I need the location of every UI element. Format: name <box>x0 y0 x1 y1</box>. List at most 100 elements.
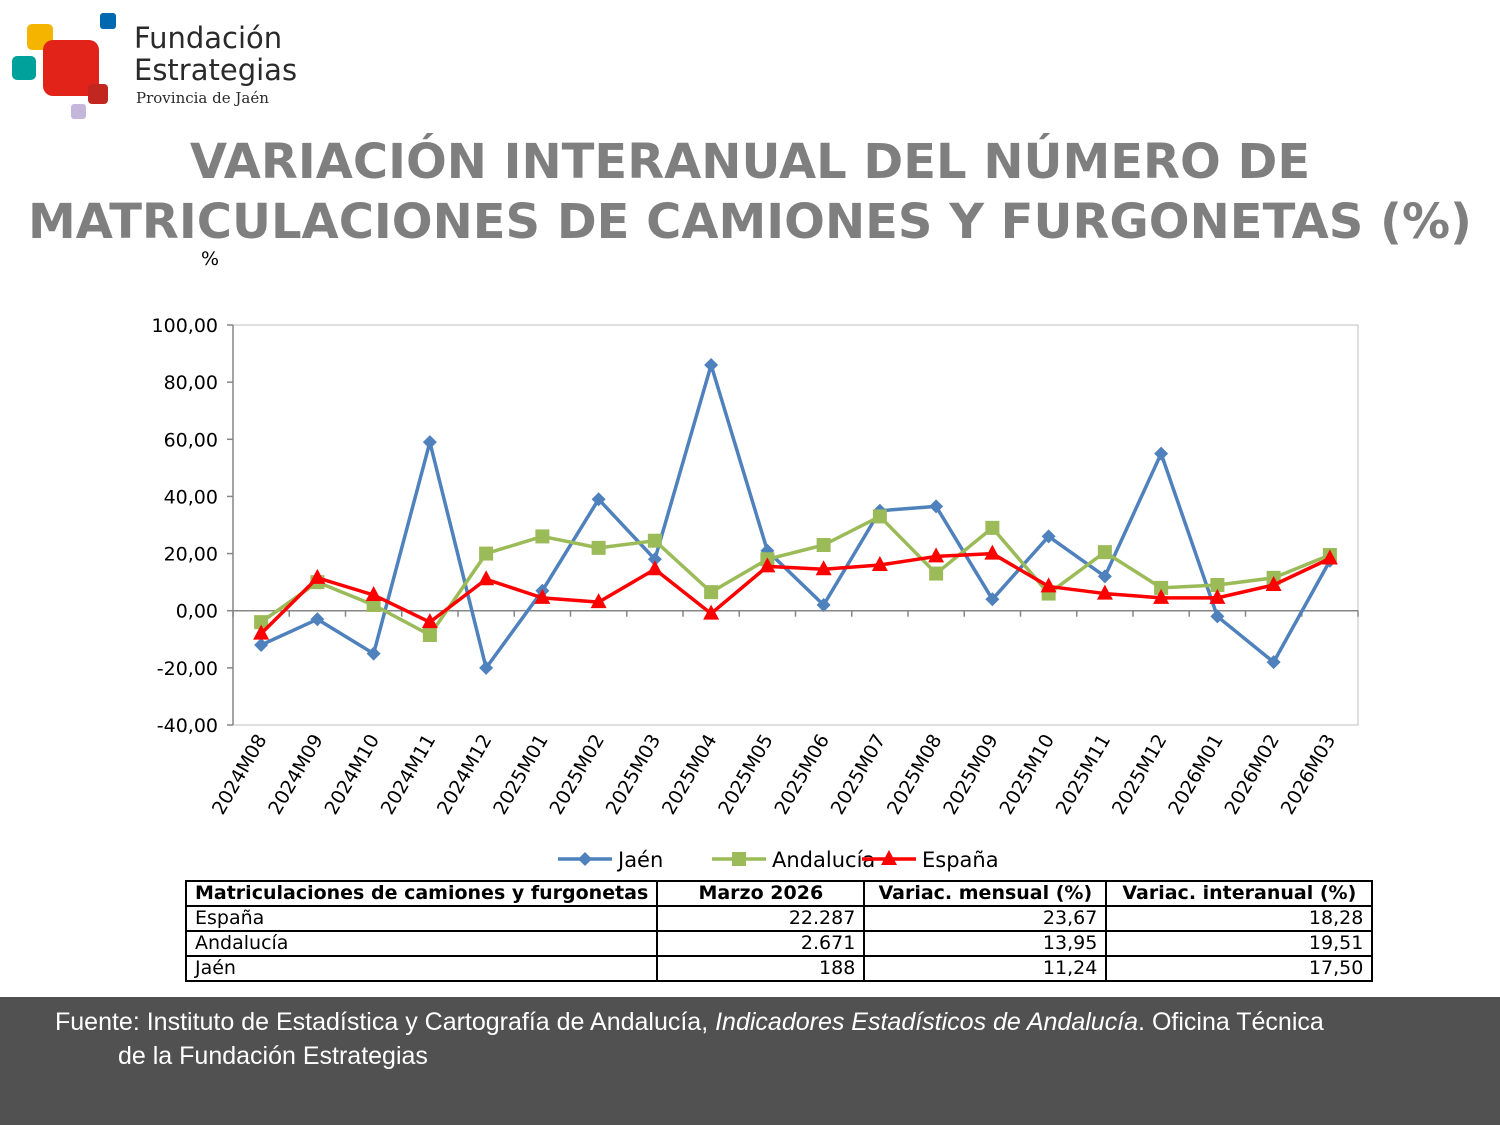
y-tick-label: 20,00 <box>164 544 218 566</box>
logo-subtitle: Provincia de Jaén <box>136 89 269 107</box>
table-cell-value: 2.671 <box>656 930 866 957</box>
logo-square-red <box>43 40 99 96</box>
plot-area <box>232 324 1359 726</box>
table-header-row: Matriculaciones de camiones y furgonetas… <box>184 880 1374 907</box>
logo-square-blue <box>100 13 116 29</box>
table-header-cell: Variac. interanual (%) <box>1105 880 1374 907</box>
data-point-triangle <box>1321 549 1338 565</box>
data-point-square <box>591 540 606 555</box>
x-tick-label: 2025M03 <box>602 731 666 819</box>
data-point-square <box>422 628 437 642</box>
x-tick-label: 2025M12 <box>1108 731 1172 819</box>
data-point-triangle <box>1265 576 1282 591</box>
data-point-triangle <box>759 557 776 573</box>
x-tick-label: 2025M08 <box>883 731 947 819</box>
data-point-diamond <box>1266 655 1281 670</box>
logo-square-darkred <box>88 84 108 104</box>
data-point-square <box>254 615 269 630</box>
y-tick-label: -40,00 <box>157 715 218 737</box>
footer-prefix: Fuente: Instituto de Estadística y Carto… <box>55 1008 716 1036</box>
data-point-triangle <box>815 560 832 576</box>
data-point-triangle <box>1096 584 1113 600</box>
y-axis-label: % <box>201 248 219 270</box>
table-row: Jaén 188 11,24 17,50 <box>184 955 1374 982</box>
data-point-square <box>535 529 550 544</box>
data-point-triangle <box>928 547 945 563</box>
table-header-cell: Matriculaciones de camiones y furgonetas <box>184 880 659 907</box>
page-title: VARIACIÓN INTERANUAL DEL NÚMERO DE MATRI… <box>0 132 1500 252</box>
data-point-triangle <box>871 556 888 571</box>
data-point-triangle <box>478 570 495 586</box>
x-tick-label: 2024M08 <box>208 731 272 819</box>
y-tick-label: 80,00 <box>164 372 218 394</box>
data-point-triangle <box>253 624 270 640</box>
data-point-triangle <box>365 586 382 601</box>
series-line-0 <box>260 363 1332 670</box>
data-point-triangle <box>1040 577 1057 593</box>
data-point-diamond <box>647 552 662 567</box>
data-point-triangle <box>646 560 663 576</box>
table-header-cell: Marzo 2026 <box>656 880 866 907</box>
data-point-diamond <box>1097 569 1112 584</box>
x-tick-label: 2024M10 <box>320 731 384 819</box>
x-tick-label: 2024M09 <box>264 731 328 819</box>
data-point-diamond <box>366 646 381 661</box>
data-point-triangle <box>421 613 438 629</box>
data-point-diamond <box>985 592 1000 607</box>
table-row: Andalucía 2.671 13,95 19,51 <box>184 930 1374 957</box>
data-point-diamond <box>479 660 494 675</box>
data-point-diamond <box>1210 609 1225 624</box>
table-cell-value: 22.287 <box>656 905 866 932</box>
data-point-square <box>1154 580 1169 595</box>
line-chart: 100,00 80,00 60,00 40,00 20,00 0,00 -20,00 -40,… <box>0 240 1500 880</box>
footer-italic: Indicadores Estadísticos de Andalucía <box>715 1008 1139 1036</box>
x-tick-label: 2025M05 <box>714 731 778 819</box>
table-cell-value: 188 <box>656 955 866 982</box>
legend-marker <box>578 852 592 866</box>
data-point-square <box>872 509 887 524</box>
table-cell-region: España <box>184 905 659 932</box>
table-cell-monthly: 23,67 <box>863 905 1108 932</box>
table-cell-annual: 19,51 <box>1105 930 1374 957</box>
x-tick-label: 2025M01 <box>489 731 553 819</box>
data-point-square <box>366 598 381 612</box>
data-point-diamond <box>591 492 606 507</box>
footer-line-1: Fuente: Instituto de Estadística y Carto… <box>55 1005 1324 1039</box>
x-tick-label: 2025M10 <box>995 731 1059 819</box>
table-cell-annual: 17,50 <box>1105 955 1374 982</box>
table-cell-monthly: 13,95 <box>863 930 1108 957</box>
x-tick-label: 2025M02 <box>545 731 609 819</box>
legend-label: Andalucía <box>772 848 875 872</box>
data-point-diamond <box>254 638 269 652</box>
legend-marker <box>881 850 897 865</box>
summary-table-container: Matriculaciones de camiones y furgonetas… <box>184 880 1374 982</box>
x-tick-label: 2025M04 <box>658 731 722 819</box>
table-cell-annual: 18,28 <box>1105 905 1374 932</box>
x-tick-label: 2024M11 <box>377 731 441 819</box>
x-tick-label: 2025M11 <box>1052 731 1116 819</box>
series-line-2 <box>259 551 1331 635</box>
table-row: España 22.287 23,67 18,28 <box>184 905 1374 932</box>
data-point-diamond <box>1041 529 1056 544</box>
y-tick-label: -20,00 <box>157 658 218 680</box>
data-point-triangle <box>309 568 326 584</box>
data-point-square <box>647 533 662 548</box>
data-point-triangle <box>590 593 607 609</box>
table-cell-region: Jaén <box>184 955 659 982</box>
y-tick-label: 40,00 <box>164 486 218 508</box>
footer-line-2: de la Fundación Estrategias <box>118 1042 428 1070</box>
data-point-square <box>1097 545 1112 560</box>
legend-label: España <box>922 848 999 872</box>
data-point-diamond <box>929 499 944 514</box>
table-cell-region: Andalucía <box>184 930 659 957</box>
logo: Fundación Estrategias Provincia de Jaén <box>8 10 328 122</box>
data-point-triangle <box>1153 588 1170 604</box>
data-point-triangle <box>534 588 551 604</box>
x-tick-label: 2025M07 <box>827 731 891 819</box>
data-point-square <box>985 520 1000 535</box>
table-cell-monthly: 11,24 <box>863 955 1108 982</box>
x-tick-label: 2026M03 <box>1277 731 1341 819</box>
data-point-square <box>479 546 494 561</box>
data-point-square <box>929 566 944 581</box>
summary-table: Matriculaciones de camiones y furgonetas… <box>184 880 1374 982</box>
